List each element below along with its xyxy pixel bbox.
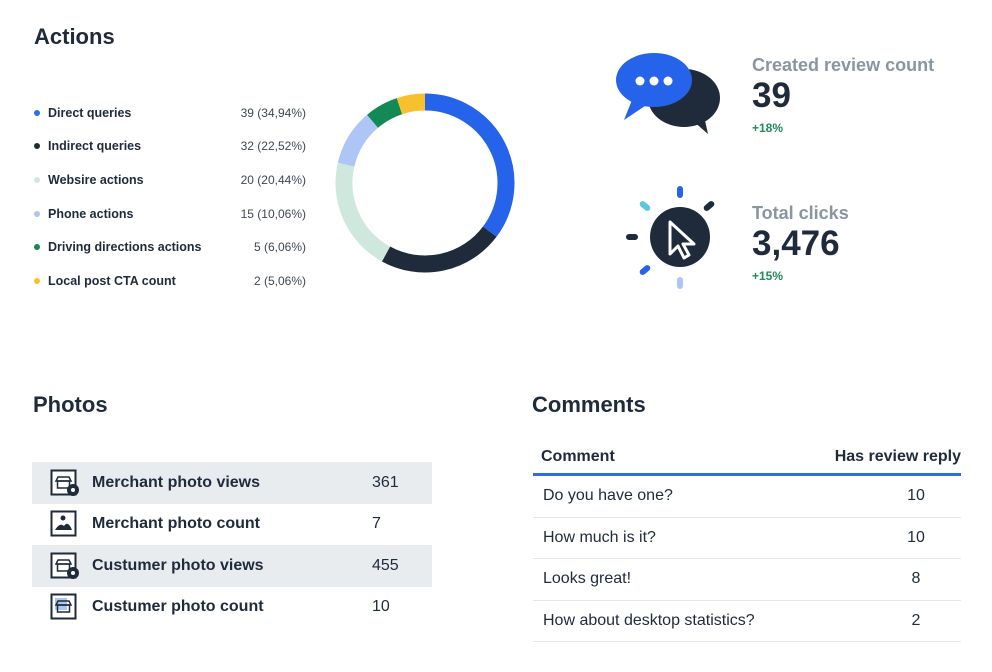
comment-cell: How much is it? xyxy=(543,528,656,546)
chat-bubbles-icon xyxy=(616,53,720,134)
kpi-change: +18% xyxy=(752,120,784,135)
kpi-label: Total clicks xyxy=(752,203,849,223)
table-row: Looks great! 8 xyxy=(533,559,961,601)
legend-label: Driving directions actions xyxy=(48,240,202,255)
legend-item-direct-queries: Direct queries 39 (34,94%) xyxy=(34,96,306,130)
store-photo-icon xyxy=(50,593,77,620)
photo-stat-label: Custumer photo views xyxy=(92,556,264,574)
kpi-change: +15% xyxy=(752,268,784,283)
donut-slice-phone-actions xyxy=(337,114,379,167)
donut-slice-driving-directions-actions xyxy=(366,98,403,128)
total-clicks-card: Total clicks 3,476 +15% xyxy=(752,203,849,283)
photo-stat-label: Custumer photo count xyxy=(92,598,264,616)
table-header: Comment Has review reply xyxy=(533,440,961,476)
kpi-label: Created review count xyxy=(752,55,935,75)
legend-label: Direct queries xyxy=(48,105,132,120)
legend-value: 20 (20,44%) xyxy=(240,172,306,187)
photo-stat-value: 455 xyxy=(372,556,399,574)
column-header-comment[interactable]: Comment xyxy=(541,447,615,465)
store-eye-icon xyxy=(50,469,79,496)
store-eye-icon xyxy=(50,552,79,579)
actions-title: Actions xyxy=(34,24,115,49)
photos-title: Photos xyxy=(33,392,108,417)
reply-count-cell: 2 xyxy=(911,611,921,629)
table-row: How about desktop statistics? 2 xyxy=(533,601,961,642)
actions-donut-chart xyxy=(335,93,515,273)
reply-count-cell: 8 xyxy=(911,570,921,588)
legend-item-indirect-queries: Indirect queries 32 (22,52%) xyxy=(34,130,306,164)
comment-cell: How about desktop statistics? xyxy=(543,611,755,629)
kpi-value: 3,476 xyxy=(752,224,840,263)
legend-dot xyxy=(34,143,40,150)
reply-count-cell: 10 xyxy=(907,528,925,546)
landscape-photo-icon xyxy=(50,510,77,537)
legend-label: Indirect queries xyxy=(48,139,142,154)
donut-slice-indirect-queries xyxy=(381,226,497,273)
legend-dot xyxy=(34,210,40,217)
table-row: How much is it? 10 xyxy=(533,518,961,559)
donut-slice-direct-queries xyxy=(424,93,515,237)
comments-title: Comments xyxy=(532,392,646,417)
legend-item-phone-actions: Phone actions 15 (10,06%) xyxy=(34,197,306,231)
donut-slice-local-post-cta-count xyxy=(396,93,426,115)
legend-value: 39 (34,94%) xyxy=(240,105,306,120)
photo-stat-value: 7 xyxy=(372,515,381,533)
cursor-click-icon xyxy=(626,186,715,289)
list-item: Merchant photo views 361 xyxy=(32,462,432,504)
comments-table: Comment Has review reply Do you have one… xyxy=(533,440,961,642)
reply-count-cell: 10 xyxy=(907,487,925,505)
comment-cell: Do you have one? xyxy=(543,487,673,505)
legend-label: Phone actions xyxy=(48,206,134,221)
photo-stat-label: Merchant photo count xyxy=(92,515,260,533)
photo-stat-label: Merchant photo views xyxy=(92,473,261,491)
legend-dot xyxy=(34,109,40,116)
comment-cell: Looks great! xyxy=(543,570,632,588)
list-item: Custumer photo count 10 xyxy=(32,587,432,629)
photo-stat-value: 10 xyxy=(372,598,390,616)
legend-item-driving-directions: Driving directions actions 5 (6,06%) xyxy=(34,230,306,264)
legend-value: 32 (22,52%) xyxy=(240,139,306,154)
legend-value: 2 (5,06%) xyxy=(253,273,306,288)
list-item: Merchant photo count 7 xyxy=(32,504,432,546)
legend-dot xyxy=(34,244,40,251)
column-header-has-review-reply[interactable]: Has review reply xyxy=(834,447,961,465)
kpi-value: 39 xyxy=(752,76,791,115)
photos-list: Merchant photo views 361 Merchant photo … xyxy=(32,462,432,628)
actions-legend: Direct queries 39 (34,94%) Indirect quer… xyxy=(34,96,306,298)
legend-value: 15 (10,06%) xyxy=(240,206,306,221)
legend-dot xyxy=(34,277,40,284)
photo-stat-value: 361 xyxy=(372,473,399,491)
legend-label: Local post CTA count xyxy=(48,273,176,288)
table-row: Do you have one? 10 xyxy=(533,476,961,518)
legend-dot xyxy=(34,176,40,183)
legend-label: Websire actions xyxy=(48,172,144,187)
created-review-count-card: Created review count 39 +18% xyxy=(752,55,934,135)
legend-item-website-actions: Websire actions 20 (20,44%) xyxy=(34,163,306,197)
legend-value: 5 (6,06%) xyxy=(253,240,306,255)
legend-item-local-post-cta: Local post CTA count 2 (5,06%) xyxy=(34,264,306,298)
list-item: Custumer photo views 455 xyxy=(32,545,432,587)
donut-slice-websire-actions xyxy=(335,162,391,262)
